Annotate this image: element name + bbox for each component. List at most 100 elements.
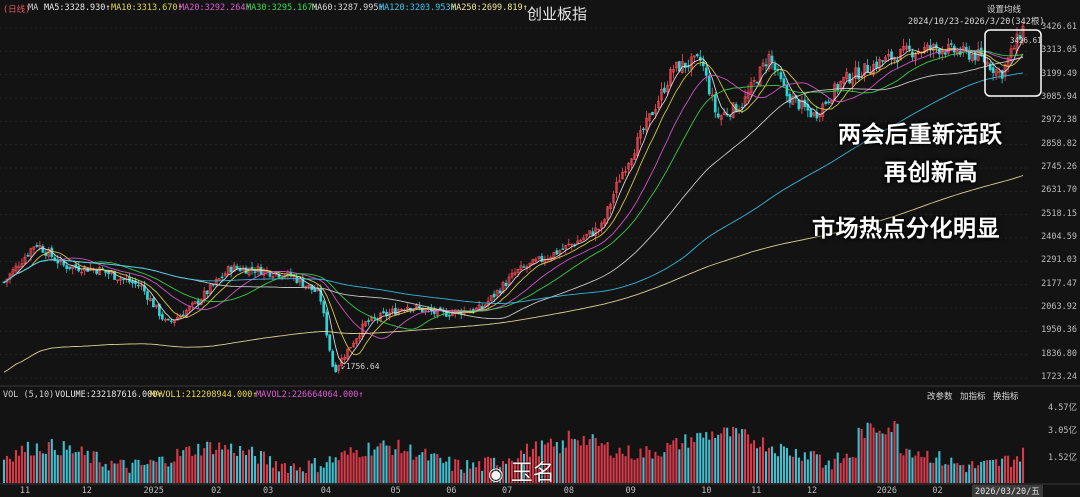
volume-bar [603, 444, 606, 483]
volume-bar [854, 457, 857, 483]
volume-bar [77, 451, 80, 483]
volume-bar [38, 450, 41, 483]
volume-bar [295, 470, 298, 483]
candle-body [552, 252, 556, 260]
candle-body [432, 309, 436, 314]
candle-body [672, 69, 675, 73]
candle-body [501, 282, 505, 294]
set-ma-button[interactable]: 设置均线 [987, 5, 1022, 15]
volume-bar [549, 438, 552, 483]
add-indicator-button[interactable]: 加指标 [960, 392, 986, 402]
volume-bar [122, 459, 125, 483]
volume-bar [209, 442, 212, 483]
volume-bar [502, 461, 505, 483]
volume-bar [992, 459, 995, 483]
price-tick-label: 1723.24 [1041, 372, 1077, 382]
volume-bar [230, 443, 233, 483]
candle-body [35, 245, 39, 247]
volume-bar [720, 433, 723, 483]
switch-indicator-button[interactable]: 换指标 [993, 392, 1019, 402]
candle-body [857, 67, 861, 80]
volume-bar [346, 454, 349, 483]
candle-body [319, 289, 323, 302]
candle-body [991, 67, 995, 74]
candle-body [926, 44, 929, 50]
volume-bar [418, 454, 421, 483]
change-params-button[interactable]: 改参数 [927, 392, 953, 402]
volume-bar [738, 433, 741, 483]
volume-bar [478, 461, 481, 483]
volume-bar [146, 464, 149, 483]
volume-bar [1013, 459, 1016, 483]
volume-bar [140, 464, 143, 483]
volume-bar [744, 429, 747, 483]
volume-bar [803, 452, 806, 483]
volume-bar [253, 456, 257, 483]
volume-bar [137, 459, 140, 483]
ma250-line [3, 175, 1024, 373]
volume-bar [848, 457, 851, 483]
candle-body [217, 278, 221, 281]
volume-bar [621, 453, 624, 483]
candle-body [579, 239, 583, 242]
volume-bar [469, 468, 472, 483]
candle-body [38, 245, 42, 248]
volume-bar [968, 464, 971, 483]
volume-bar [92, 451, 95, 483]
period-tag[interactable]: (日线) [3, 5, 31, 15]
volume-bar [250, 446, 254, 483]
volume-bar [851, 457, 854, 483]
watermark-text: 玉名 [510, 461, 555, 486]
volume-bar [86, 450, 89, 483]
volume-bar [316, 472, 319, 483]
volume-bar [289, 465, 292, 483]
highlight-box [984, 29, 1042, 97]
candle-body [994, 69, 998, 76]
volume-bar [227, 449, 230, 483]
price-tick-label: 2063.92 [1041, 301, 1077, 312]
candle-body [666, 85, 669, 93]
volume-bar [32, 455, 35, 483]
candle-body [504, 282, 508, 287]
volume-bar [528, 456, 531, 483]
index-title: 创业板指 [527, 5, 588, 23]
volume-bar [812, 450, 815, 483]
volume-bar [726, 427, 729, 483]
volume-bar [540, 440, 543, 483]
candle-body [788, 94, 792, 104]
volume-bar [206, 441, 209, 483]
volume-bar [944, 464, 947, 483]
candle-body [719, 115, 723, 120]
volume-bar [696, 433, 699, 483]
candle-body [683, 62, 687, 68]
candle-body [767, 54, 771, 70]
candle-body [624, 171, 627, 173]
volume-bar [271, 467, 274, 483]
volume-bar [995, 459, 998, 483]
price-tick-label: 1836.80 [1041, 348, 1077, 359]
candle-body [899, 48, 902, 61]
volume-bar [872, 427, 875, 483]
time-tick-label: 12 [806, 486, 818, 496]
volume-bar [191, 455, 194, 483]
candle-body [229, 266, 233, 273]
volume-bar [818, 454, 821, 483]
price-tick-label: 3426.61 [1041, 22, 1077, 32]
volume-bar [1015, 456, 1019, 483]
candle-body [516, 268, 520, 273]
volume-bar [143, 464, 146, 483]
volume-bar [8, 458, 12, 483]
high-label: 3426.61 [1010, 36, 1042, 45]
volume-bar [758, 446, 762, 483]
volume-bar [573, 439, 576, 483]
volume-bar [457, 459, 460, 483]
candle-body [597, 228, 601, 231]
candle-body [26, 255, 30, 257]
candle-body [701, 61, 705, 67]
candle-body [689, 56, 693, 70]
volume-bar [660, 456, 663, 483]
candle-body [970, 53, 974, 61]
volume-bar [902, 455, 905, 483]
volume-bar [797, 457, 800, 483]
